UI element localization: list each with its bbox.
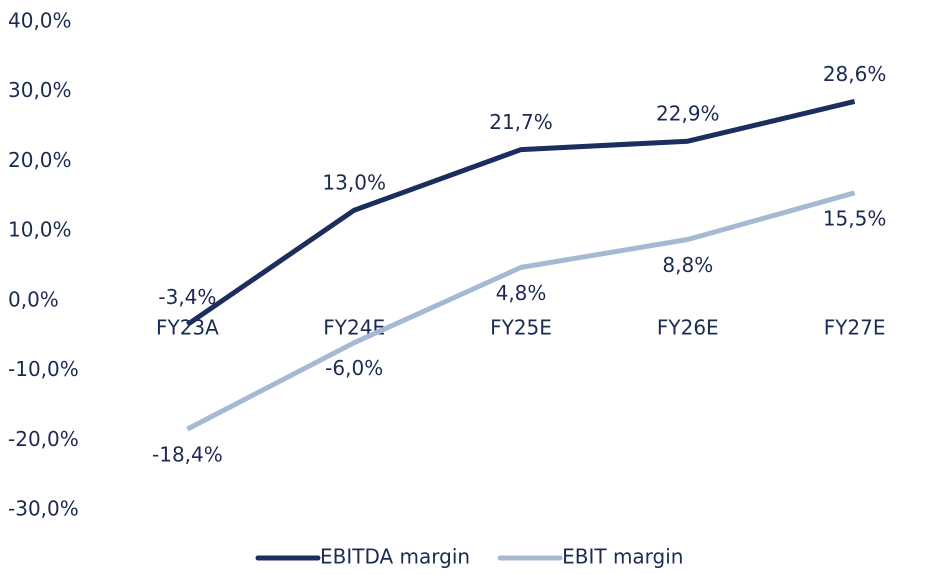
y-tick-label: 0,0%: [8, 287, 59, 311]
legend-label: EBITDA margin: [320, 545, 470, 569]
y-tick-label: 30,0%: [8, 78, 72, 102]
data-label: -3,4%: [158, 285, 216, 309]
data-label: 28,6%: [823, 62, 887, 86]
x-tick-label: FY26E: [657, 315, 719, 339]
y-tick-label: -10,0%: [8, 357, 79, 381]
data-label: 22,9%: [656, 102, 720, 126]
y-tick-label: 40,0%: [8, 9, 72, 33]
y-tick-label: 20,0%: [8, 148, 72, 172]
data-label: -6,0%: [325, 356, 383, 380]
data-label: 8,8%: [662, 253, 713, 277]
data-label: 4,8%: [496, 281, 547, 305]
y-tick-label: 10,0%: [8, 218, 72, 242]
data-label: 13,0%: [322, 171, 386, 195]
series-line: [185, 99, 856, 327]
x-tick-label: FY27E: [824, 315, 886, 339]
y-tick-label: -20,0%: [8, 427, 79, 451]
series-line: [186, 190, 856, 432]
x-tick-label: FY25E: [490, 315, 552, 339]
x-tick-label: FY24E: [323, 315, 385, 339]
data-label: 15,5%: [823, 206, 887, 230]
data-label: 21,7%: [489, 110, 553, 134]
data-label: -18,4%: [152, 443, 223, 467]
x-tick-label: FY23A: [156, 315, 219, 339]
y-tick-label: -30,0%: [8, 497, 79, 521]
legend-label: EBIT margin: [562, 545, 683, 569]
